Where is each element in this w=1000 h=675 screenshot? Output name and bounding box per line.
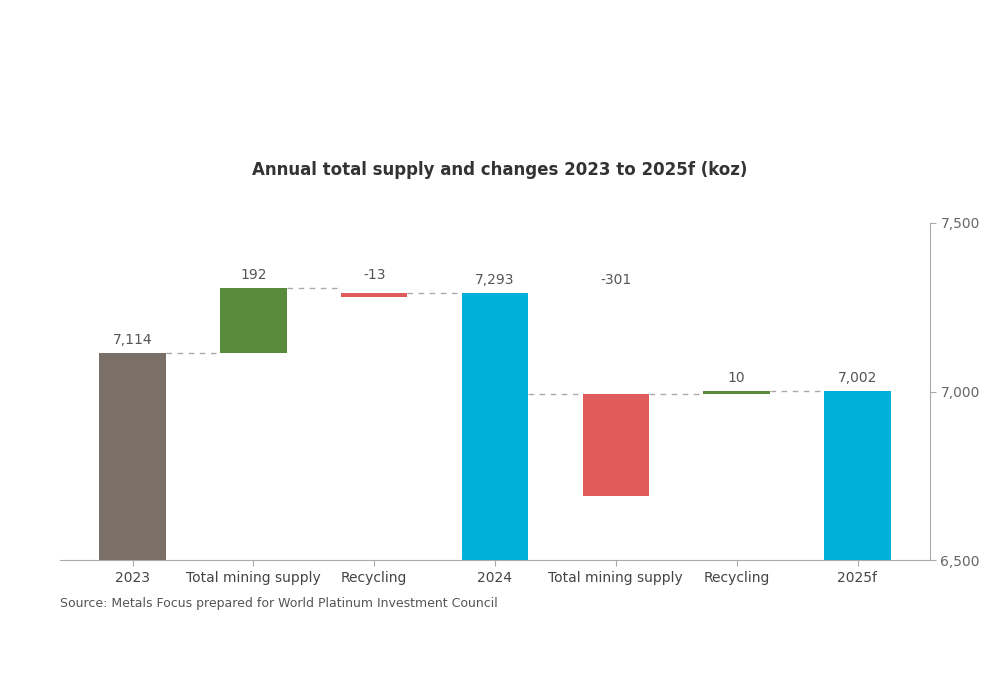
Text: 192: 192 bbox=[240, 268, 267, 282]
Text: 7,293: 7,293 bbox=[475, 273, 515, 286]
Text: -301: -301 bbox=[600, 273, 631, 286]
Text: 10: 10 bbox=[728, 371, 745, 385]
Text: Source: Metals Focus prepared for World Platinum Investment Council: Source: Metals Focus prepared for World … bbox=[60, 597, 498, 610]
Bar bbox=[341, 293, 407, 297]
Text: 7,002: 7,002 bbox=[838, 371, 877, 385]
Bar bbox=[220, 288, 287, 353]
Text: 7,114: 7,114 bbox=[113, 333, 152, 347]
Bar bbox=[583, 394, 649, 495]
Bar bbox=[703, 391, 770, 394]
Text: Annual total supply and changes 2023 to 2025f (koz): Annual total supply and changes 2023 to … bbox=[252, 161, 748, 179]
Bar bbox=[462, 293, 528, 560]
Bar bbox=[824, 391, 891, 560]
Bar bbox=[99, 353, 166, 560]
Text: -13: -13 bbox=[363, 268, 385, 282]
